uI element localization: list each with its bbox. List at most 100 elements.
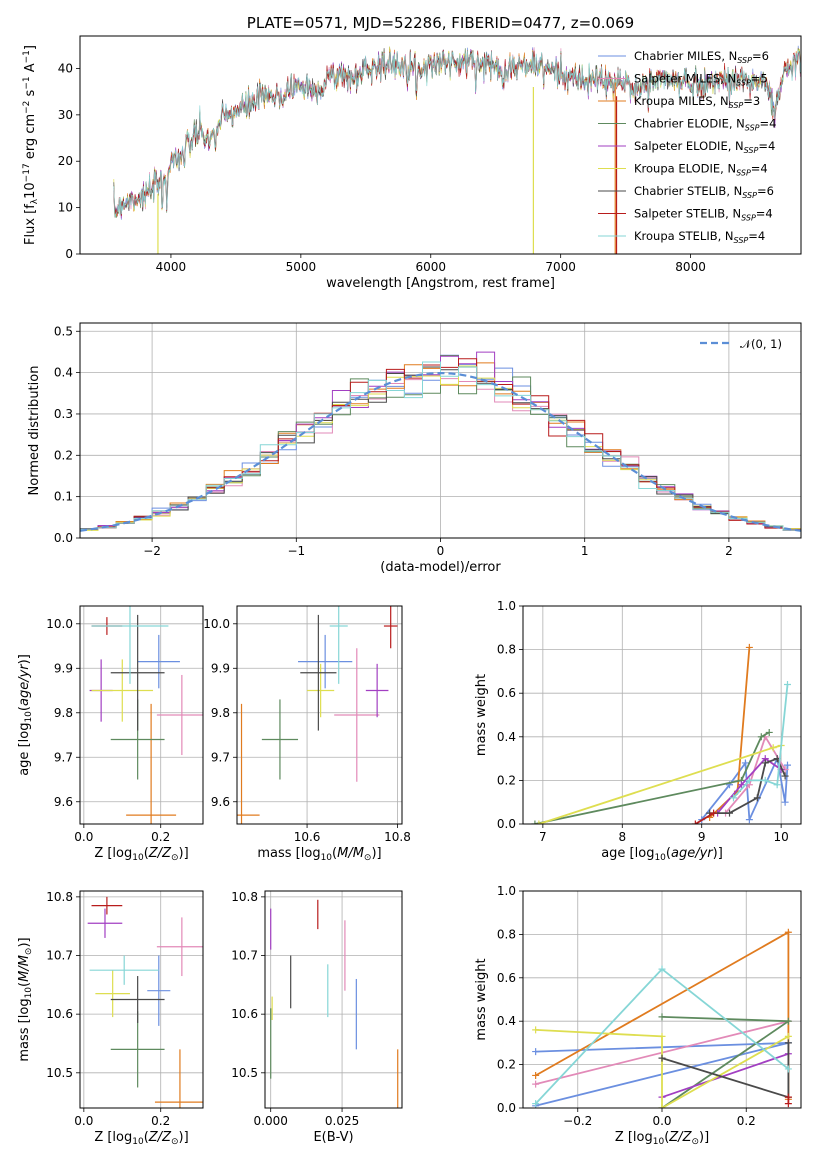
- x-tick-label: 0.0: [74, 1114, 93, 1128]
- weight-marker-6: [658, 1054, 666, 1062]
- legend-suffix: =6: [752, 49, 769, 63]
- label-part: M/M: [337, 846, 364, 861]
- weight-marker-7: [784, 1100, 792, 1108]
- legend-text: Kroupa STELIB, N: [634, 229, 734, 243]
- label-part: ⊙: [171, 1137, 179, 1147]
- y-tick-label: 0.4: [497, 1014, 516, 1028]
- y-tick-label: 10: [58, 201, 73, 215]
- weight-marker-8: [784, 1065, 792, 1073]
- label-part: (: [144, 846, 149, 861]
- label-part: Z [log: [94, 1130, 132, 1145]
- label-part: )]: [713, 846, 723, 861]
- weight-marker-8: [773, 781, 781, 789]
- label-part: age/yr: [17, 663, 32, 706]
- y-tick-label: 0.0: [497, 1101, 516, 1115]
- x-tick-label: 0: [437, 544, 445, 558]
- y-tick-label: 9.8: [211, 706, 230, 720]
- weight-marker-5: [784, 1032, 792, 1040]
- weight-line-4: [716, 757, 782, 814]
- legend-suffix: =4: [760, 117, 777, 131]
- x-tick-label: 0.0: [652, 1114, 671, 1128]
- axes-frame: [264, 890, 403, 1109]
- x-axis-label: (data-model)/error: [380, 560, 501, 575]
- label-part: 10: [654, 853, 666, 863]
- y-tick-label: 0: [65, 247, 73, 261]
- y-tick-label: 10.8: [231, 890, 258, 904]
- weight-marker-6: [726, 809, 734, 817]
- y-tick-label: 0.2: [54, 448, 73, 462]
- label-part: ⊙: [24, 948, 34, 956]
- panel-ebv-mass: 0.000 0.025 10.5 10.6 10.7 10.8 E(B-V): [231, 890, 403, 1145]
- label-part: (: [144, 1130, 149, 1145]
- y-tick-label: 10.0: [46, 617, 73, 631]
- y-tick-label: 0.3: [54, 407, 73, 421]
- legend-label-8: Kroupa STELIB, NSSP=4: [634, 229, 765, 245]
- legend-sub: SSP: [742, 191, 757, 200]
- label-part: Z [log: [94, 846, 132, 861]
- legend-suffix: =4: [748, 229, 765, 243]
- label-part: Z/Z: [148, 1130, 172, 1145]
- legend-sub: SSP: [736, 169, 751, 178]
- label-part: wavelength [Angstrom, rest frame]: [326, 276, 555, 291]
- x-tick-label: 0.025: [325, 1114, 359, 1128]
- legend-label-7: Salpeter STELIB, NSSP=4: [634, 207, 773, 223]
- weight-marker-0: [532, 1048, 540, 1056]
- y-tick-label: 10.6: [231, 1007, 258, 1021]
- x-tick-label: 9: [698, 830, 706, 844]
- legend-suffix: =6: [757, 184, 774, 198]
- label-part: ⊙: [691, 1137, 699, 1147]
- weight-marker-7: [784, 1093, 792, 1101]
- label-part: 10: [132, 1137, 144, 1147]
- legend-label-4: Salpeter ELODIE, NSSP=4: [634, 139, 775, 155]
- weight-marker-7: [691, 820, 699, 824]
- y-tick-label: 0.1: [54, 490, 73, 504]
- label-part: (: [17, 706, 32, 711]
- weight-marker-0: [783, 761, 791, 769]
- weight-marker-3: [757, 733, 765, 741]
- label-part: −1: [22, 76, 32, 89]
- plot-area: [87, 896, 203, 1108]
- hist-step-8: [80, 361, 801, 531]
- weight-marker-8: [745, 776, 753, 784]
- weight-marker-3: [531, 820, 539, 824]
- axes-frame: [522, 605, 802, 825]
- label-part: Normed distribution: [27, 366, 42, 496]
- x-tick-label: 8: [618, 830, 626, 844]
- y-axis-label: mass weight: [474, 674, 489, 756]
- label-part: (: [17, 982, 32, 987]
- axes-frame: [236, 605, 403, 825]
- weight-marker-8: [783, 680, 791, 688]
- plot-area: [532, 928, 792, 1108]
- weight-marker-6: [761, 759, 769, 767]
- weight-marker-6: [753, 794, 761, 802]
- weight-line-3: [661, 1016, 792, 1108]
- legend-label-3: Chabrier ELODIE, NSSP=4: [634, 117, 776, 133]
- label-part: s: [23, 89, 38, 100]
- x-tick-label: 2: [725, 544, 733, 558]
- legend-suffix: =4: [751, 162, 768, 176]
- weight-marker-5: [658, 1104, 666, 1108]
- label-part: )]: [371, 846, 381, 861]
- x-axis-label: Z [log10(Z/Z⊙)]: [94, 846, 188, 863]
- y-tick-label: 0.4: [497, 730, 516, 744]
- y-tick-label: 0.0: [497, 817, 516, 831]
- axes-frame: [522, 890, 802, 1109]
- panel-z-weight: −0.2 0.0 0.2 0.0 0.2 0.4 0.6 0.8 1.0 Z [log10(Z/Z…: [474, 884, 802, 1147]
- weight-marker-3: [658, 1013, 666, 1021]
- label-part: erg cm: [23, 114, 38, 163]
- y-tick-label: 10.7: [231, 949, 258, 963]
- legend-label-0: Chabrier MILES, NSSP=6: [634, 49, 769, 65]
- y-axis-label: mass weight: [474, 958, 489, 1040]
- chart-title: PLATE=0571, MJD=52286, FIBERID=0477, z=0…: [247, 14, 634, 32]
- label-part: ⊙: [364, 853, 372, 863]
- label-part: ]: [23, 45, 38, 50]
- x-tick-label: 0.000: [254, 1114, 288, 1128]
- x-tick-label: 7: [539, 830, 547, 844]
- axes-frame: [79, 605, 204, 825]
- legend-suffix: =3: [743, 94, 760, 108]
- legend-label-5: Kroupa ELODIE, NSSP=4: [634, 162, 768, 178]
- weight-line-7: [694, 812, 715, 824]
- legend-text: Salpeter MILES, N: [634, 72, 736, 86]
- weight-marker-6: [784, 1039, 792, 1047]
- legend-sub: SSP: [729, 101, 744, 110]
